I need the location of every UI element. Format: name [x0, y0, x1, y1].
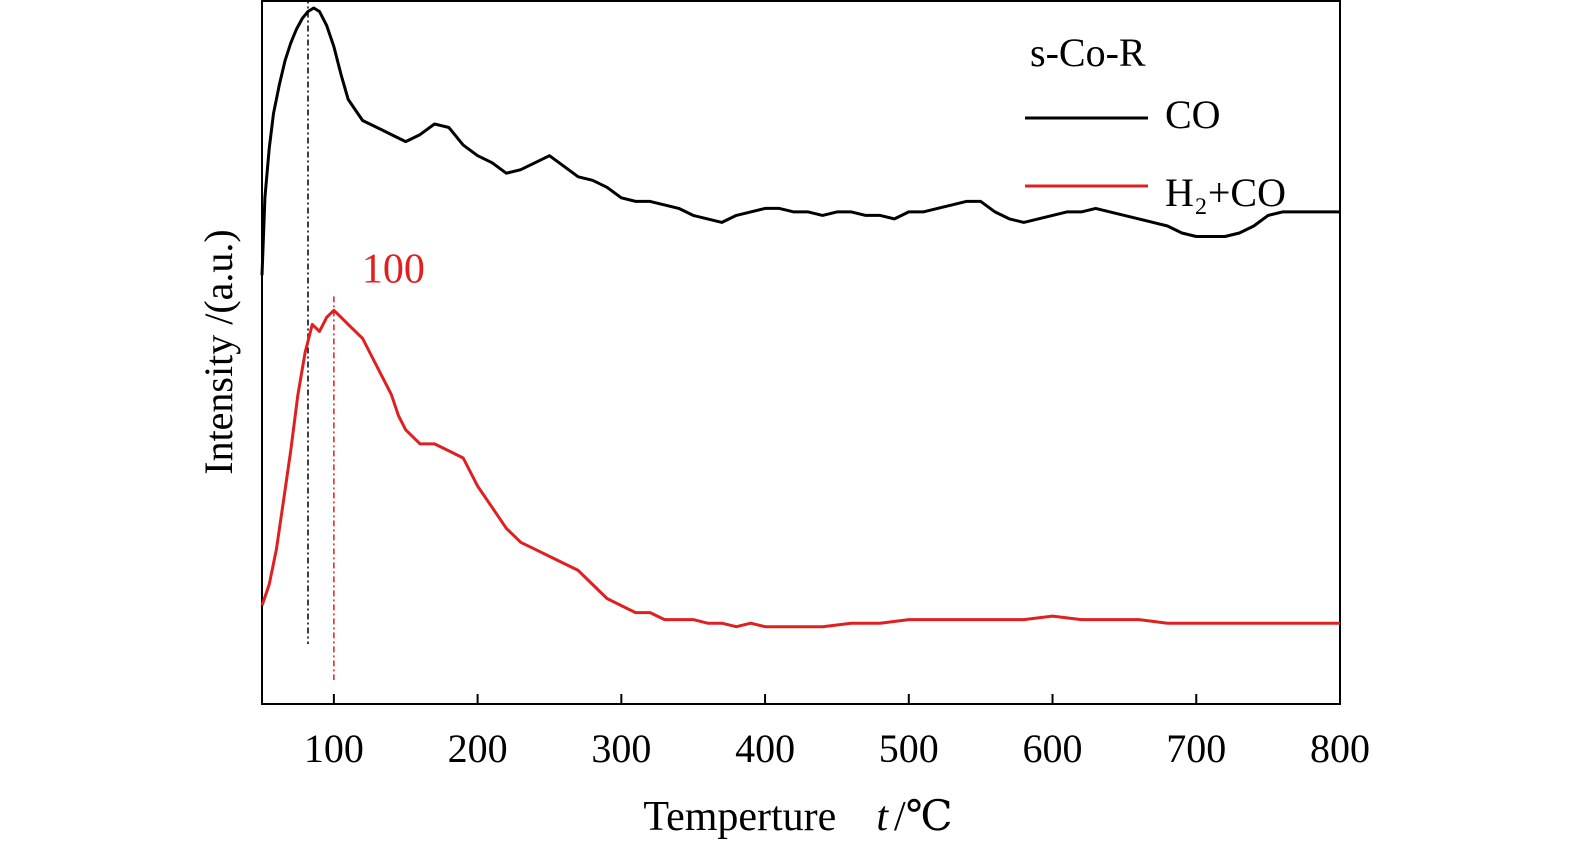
x-axis-title-unit: /℃ — [894, 794, 953, 840]
series-line-0 — [260, 6, 1340, 276]
peak-label-100: 100 — [362, 246, 425, 292]
x-tick-label-700: 700 — [1166, 726, 1226, 771]
legend-label-h2-co: H₂+CO — [1165, 170, 1286, 215]
series-lines — [260, 6, 1340, 629]
x-tick-label-200: 200 — [448, 726, 508, 771]
x-axis-title-symbol: t — [876, 794, 889, 840]
x-tick-label-100: 100 — [304, 726, 364, 771]
x-tick-label-500: 500 — [879, 726, 939, 771]
x-tick-label-300: 300 — [591, 726, 651, 771]
legend-title: s-Co-R — [1030, 30, 1146, 75]
peak-label-82: 82 — [334, 0, 376, 2]
y-axis-title: Intensity /(a.u.) — [196, 229, 241, 475]
x-axis-title-label: Temperture — [643, 794, 836, 840]
x-axis-tick-labels: 100 200 300 400 500 600 700 800 — [304, 726, 1370, 771]
x-axis-ticks — [332, 694, 1341, 704]
peak-annotations: 82 100 — [334, 0, 425, 292]
peak-drop-lines — [307, 0, 335, 680]
legend-label-co: CO — [1165, 92, 1221, 137]
series-line-1 — [260, 308, 1340, 629]
x-tick-label-400: 400 — [735, 726, 795, 771]
x-tick-label-800: 800 — [1310, 726, 1370, 771]
plot-frame — [261, 0, 1341, 705]
legend: s-Co-R CO H₂+CO — [1025, 30, 1286, 215]
x-tick-label-600: 600 — [1023, 726, 1083, 771]
x-axis-title: Temperture t/℃ — [643, 794, 952, 840]
